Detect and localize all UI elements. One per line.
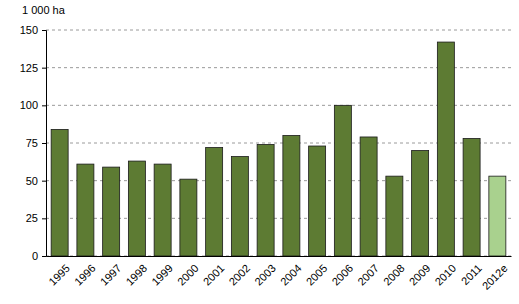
x-tick-label: 2009 bbox=[407, 262, 433, 288]
grid-line bbox=[46, 30, 511, 31]
x-tick-label: 1998 bbox=[123, 262, 149, 288]
x-tick: 2006 bbox=[329, 256, 355, 288]
bar bbox=[463, 138, 480, 256]
grid bbox=[46, 30, 511, 256]
y-tick-label: 125 bbox=[20, 62, 38, 74]
y-tick: 25 bbox=[26, 212, 46, 224]
bar bbox=[334, 105, 351, 256]
y-tick-label: 25 bbox=[26, 212, 38, 224]
y-axis: 0 25 50 75 100 125 150 bbox=[20, 24, 47, 262]
x-tick: 2004 bbox=[278, 256, 304, 288]
y-axis-title: 1 000 ha bbox=[22, 4, 66, 16]
y-tick-mark bbox=[42, 256, 46, 257]
bar bbox=[489, 176, 506, 256]
x-tick: 2010 bbox=[432, 256, 458, 288]
x-tick-label: 2010 bbox=[432, 262, 458, 288]
x-tick-label: 1995 bbox=[46, 262, 72, 288]
x-tick-label: 2003 bbox=[252, 262, 278, 288]
bar bbox=[128, 161, 145, 256]
x-tick: 2001 bbox=[201, 256, 227, 288]
bar bbox=[437, 42, 454, 256]
y-tick: 100 bbox=[20, 99, 46, 111]
y-tick-mark bbox=[42, 30, 46, 31]
x-tick: 2007 bbox=[355, 256, 381, 288]
x-tick-label: 2012e bbox=[480, 262, 510, 292]
x-tick: 2012e bbox=[480, 256, 510, 292]
bar bbox=[257, 145, 274, 256]
x-tick: 2003 bbox=[252, 256, 278, 288]
x-tick-label: 2001 bbox=[201, 262, 227, 288]
bar bbox=[154, 164, 171, 256]
y-tick: 125 bbox=[20, 62, 46, 74]
chart: 0 25 50 75 100 125 150 199519961997199819992000… bbox=[0, 0, 519, 304]
y-tick-mark bbox=[42, 218, 46, 219]
x-tick: 2009 bbox=[407, 256, 433, 288]
y-tick-label: 75 bbox=[26, 137, 38, 149]
x-tick-label: 1996 bbox=[72, 262, 98, 288]
bar bbox=[103, 167, 120, 256]
y-tick-label: 50 bbox=[26, 175, 38, 187]
bar bbox=[51, 129, 68, 256]
y-axis-line bbox=[42, 31, 47, 257]
bar bbox=[386, 176, 403, 256]
bar bbox=[360, 137, 377, 256]
x-tick-label: 2002 bbox=[226, 262, 252, 288]
y-tick: 150 bbox=[20, 24, 46, 36]
x-tick: 1996 bbox=[72, 256, 98, 288]
x-axis-line bbox=[47, 256, 512, 257]
x-tick-label: 2006 bbox=[329, 262, 355, 288]
bars bbox=[51, 42, 506, 256]
y-tick-label: 100 bbox=[20, 99, 38, 111]
bar bbox=[412, 151, 429, 256]
bar bbox=[283, 135, 300, 256]
bar bbox=[77, 164, 94, 256]
x-tick-label: 2005 bbox=[304, 262, 330, 288]
x-tick: 2005 bbox=[304, 256, 330, 288]
x-tick: 2008 bbox=[381, 256, 407, 288]
y-tick-label: 0 bbox=[32, 250, 38, 262]
plot: 0 25 50 75 100 125 150 199519961997199819992000… bbox=[20, 24, 512, 292]
x-tick-label: 2007 bbox=[355, 262, 381, 288]
y-tick-mark bbox=[42, 105, 46, 106]
bar bbox=[309, 146, 326, 256]
y-tick: 50 bbox=[26, 175, 46, 187]
x-tick-label: 1999 bbox=[149, 262, 175, 288]
bar bbox=[180, 179, 197, 256]
x-tick-label: 2008 bbox=[381, 262, 407, 288]
y-tick-mark bbox=[42, 143, 46, 144]
x-tick: 1997 bbox=[98, 256, 124, 288]
bar bbox=[231, 157, 248, 256]
y-tick-label: 150 bbox=[20, 24, 38, 36]
x-tick-label: 2000 bbox=[175, 262, 201, 288]
x-axis: 1995199619971998199920002001200220032004… bbox=[46, 256, 511, 292]
y-tick-mark bbox=[42, 181, 46, 182]
y-tick: 0 bbox=[32, 250, 46, 262]
x-tick: 1999 bbox=[149, 256, 175, 288]
x-tick: 2000 bbox=[175, 256, 201, 288]
x-tick: 1998 bbox=[123, 256, 149, 288]
x-tick-label: 1997 bbox=[98, 262, 124, 288]
x-tick: 1995 bbox=[46, 256, 72, 288]
x-tick-label: 2004 bbox=[278, 262, 304, 288]
y-tick: 75 bbox=[26, 137, 46, 149]
y-tick-mark bbox=[42, 68, 46, 69]
bar bbox=[206, 148, 223, 256]
x-tick: 2002 bbox=[226, 256, 252, 288]
